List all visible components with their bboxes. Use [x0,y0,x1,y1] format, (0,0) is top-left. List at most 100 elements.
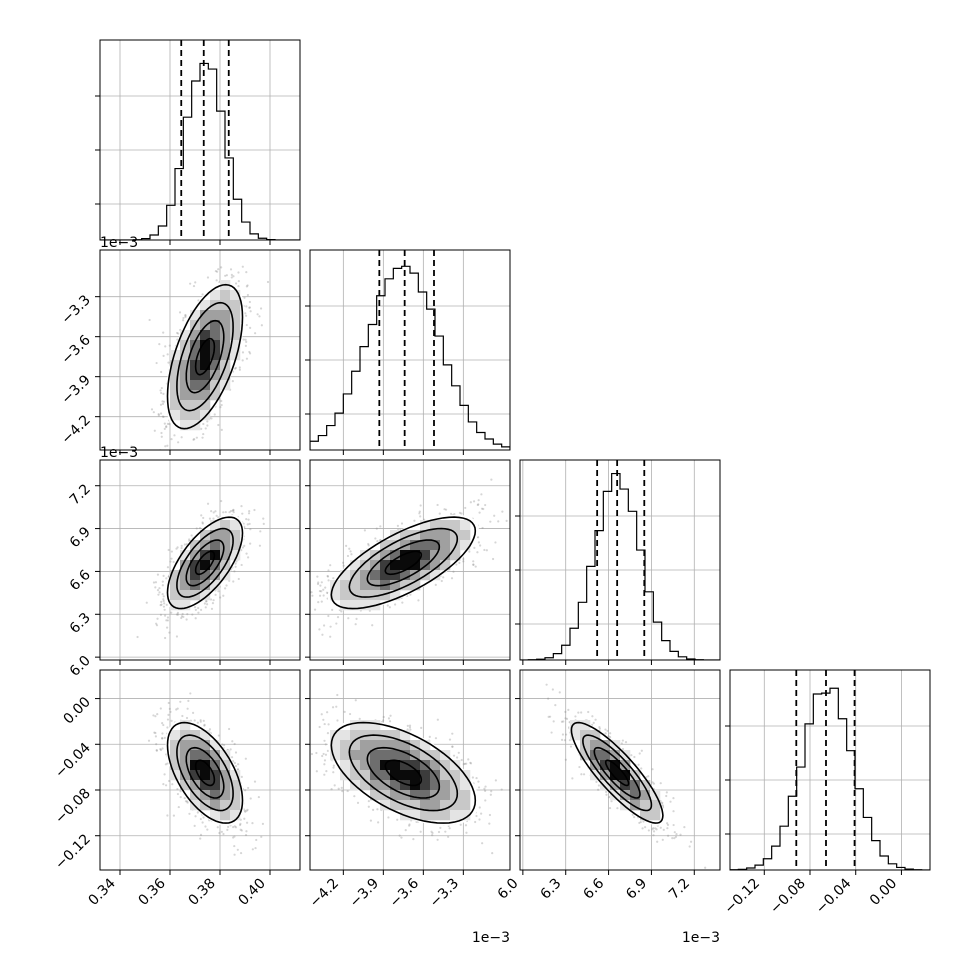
scatter-point [434,583,437,586]
density-cell [450,520,461,531]
contour-level-0 [194,337,216,376]
density-cell [230,550,241,561]
scatter-point [170,438,173,441]
scatter-point [160,600,163,603]
scatter-point [176,611,180,614]
scatter-point [327,569,330,572]
scatter-point [171,783,174,786]
scatter-point [418,512,421,515]
scatter-point [156,573,160,576]
scatter-point [152,714,155,717]
scatter-point [246,523,249,526]
scatter-point [160,603,163,606]
scatter-point [210,417,213,420]
density-cell [360,580,371,591]
histogram-2 [520,472,720,660]
scatter-point [493,514,496,517]
density-cell [210,530,221,541]
density-cell [180,380,191,391]
scatter-point [215,279,218,282]
scatter-point [255,838,258,842]
density-cell [220,310,231,321]
panel-frame [99,459,301,661]
density-cell [220,300,231,311]
scatter-point [505,519,508,522]
scatter-point [375,527,378,530]
scatter-point [183,543,186,546]
scatter-point [320,600,323,603]
scatter-point [158,591,161,594]
density-cell [200,570,211,581]
panel-2-2 [515,459,721,665]
scatter-point [469,501,472,504]
density-cell [190,310,201,321]
panel-0-0 [95,39,301,245]
scatter-point [245,340,248,343]
scatter-point [164,445,167,448]
scatter-point [163,608,166,611]
scatter-point [214,593,217,596]
scatter-point [474,565,477,568]
scatter-point [418,510,421,513]
scatter-point [444,508,448,511]
scatter-point [181,319,185,322]
scatter-point [194,617,197,620]
density-cell [200,340,211,351]
scatter-point [413,519,416,522]
density-cell [210,390,221,401]
scatter-point [288,627,290,629]
scatter-point [228,511,231,514]
scatter-point [148,318,151,322]
scatter-point [477,536,480,539]
scatter-point [320,590,323,593]
scatter-point [201,521,204,524]
scatter-point [214,269,217,273]
scatter-point [160,370,163,374]
panel-1-2 [288,459,515,665]
density-cell [190,340,201,351]
scatter-point [249,310,252,313]
scatter-point [155,361,158,365]
scatter-point [477,503,480,506]
scatter-point [168,707,171,710]
density-cell [430,540,441,551]
scatter-point [258,544,262,547]
scatter-point [165,425,168,429]
density-cell [230,530,241,541]
scatter-point [155,622,158,625]
scatter-point [327,614,330,618]
scatter-point [497,520,500,523]
scatter-point [175,547,178,550]
scatter-point [155,749,158,752]
scatter-point [162,595,165,598]
scatter-point [347,617,350,620]
density-cell [370,570,381,581]
scatter-point [162,392,165,395]
scatter-point [175,613,179,616]
scatter-point [458,511,462,514]
scatter-point [219,596,222,599]
density-cell [350,580,361,591]
scatter-point [261,822,265,825]
scatter-point [157,593,160,596]
scatter-point [206,502,210,505]
scatter-point [162,605,166,608]
scatter-point [464,506,467,510]
density-cell [230,520,241,531]
scatter-point [458,561,461,564]
scatter-point [388,606,391,609]
density-cell [380,540,391,551]
scatter-point [419,515,422,518]
scatter-point [513,535,515,537]
density-cell [180,360,191,371]
contour-level-1 [185,319,225,394]
scatter-point [221,743,224,746]
scatter-point [243,817,246,820]
scatter-point [232,509,235,512]
scatter-point [237,285,240,288]
scatter-point [168,344,171,347]
scatter-point [222,832,225,836]
density-cell [180,330,191,341]
scatter-point [189,457,191,459]
scatter-point [244,338,247,341]
